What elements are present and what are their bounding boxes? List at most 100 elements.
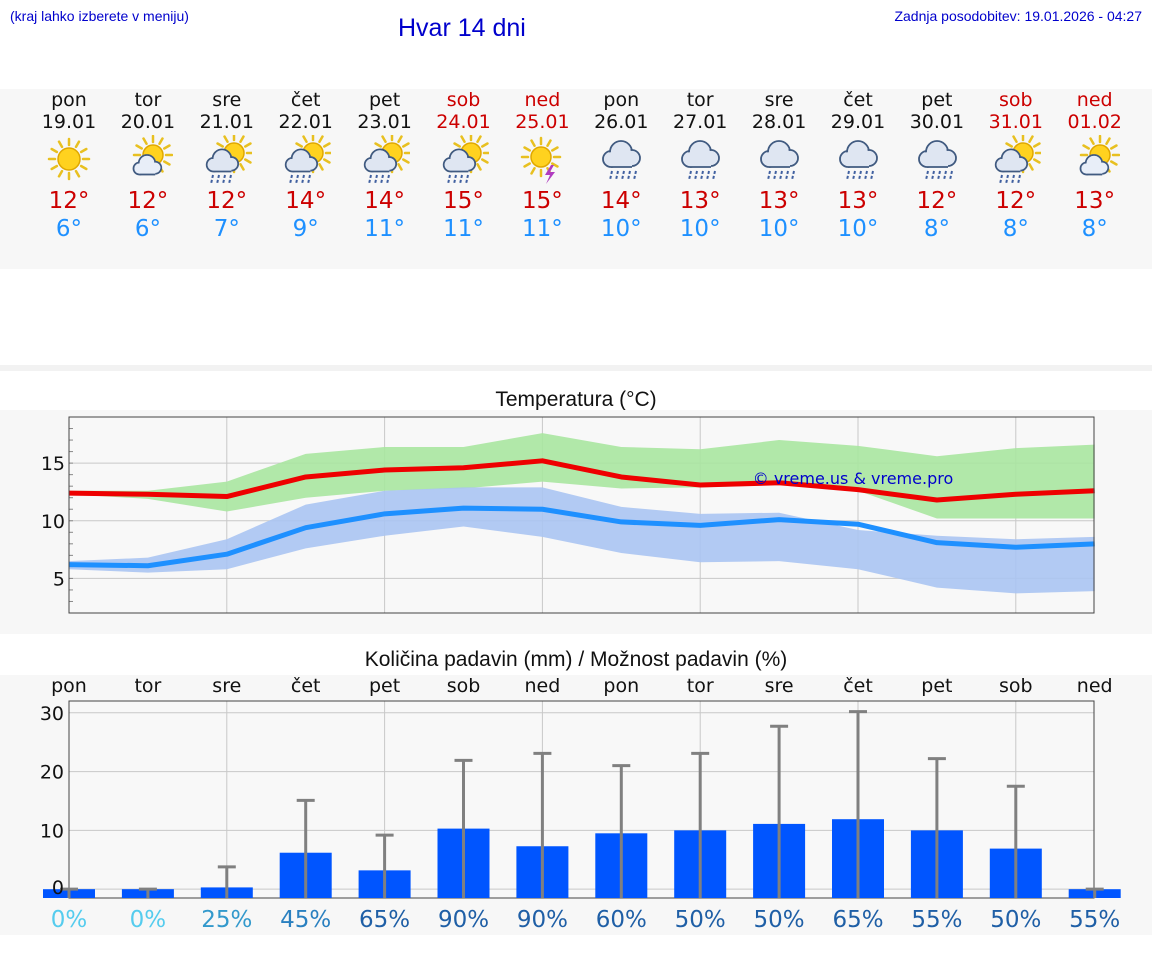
day-date: 29.01 — [830, 111, 886, 133]
cloud-rain-icon — [681, 140, 721, 181]
separator — [0, 365, 1152, 371]
day-name: sob — [446, 89, 481, 111]
precip-probability: 55% — [1069, 907, 1120, 933]
day-date: 21.01 — [199, 111, 254, 133]
temp-max: 15° — [443, 188, 484, 214]
temp-max: 12° — [206, 188, 248, 214]
day-name: čet — [843, 89, 873, 111]
temp-min: 7° — [213, 216, 240, 242]
forecast-day: tor 20.01 12° 6° — [108, 89, 188, 243]
min-temp-line — [68, 505, 1095, 569]
y-tick-label: 5 — [53, 568, 65, 590]
precip-chart-title: Količina padavin (mm) / Možnost padavin … — [364, 648, 788, 671]
day-date: 30.01 — [909, 111, 965, 133]
max-temp-line — [68, 458, 1095, 503]
temp-min: 10° — [679, 216, 721, 242]
precip-probability: 65% — [359, 907, 410, 933]
category-label: čet — [843, 675, 873, 697]
sun-rain-icon — [284, 135, 331, 185]
temp-min: 10° — [758, 216, 800, 242]
category-label: pet — [369, 675, 400, 697]
day-name: ned — [524, 89, 561, 111]
day-name: čet — [290, 89, 321, 111]
last-update: Zadnja posodobitev: 19.01.2026 - 04:27 — [894, 8, 1142, 24]
cloud-rain-icon — [760, 140, 799, 181]
category-label: sre — [212, 675, 241, 697]
temp-min: 10° — [600, 216, 642, 242]
precip-probability: 50% — [990, 907, 1041, 933]
category-label: pon — [51, 675, 87, 697]
forecast-day: pet 30.01 12° 8° — [897, 89, 977, 243]
sun-rain-icon — [363, 135, 410, 185]
category-label: čet — [291, 675, 321, 697]
forecast-day: čet 29.01 13° 10° — [818, 89, 898, 243]
temp-max: 12° — [916, 188, 958, 214]
day-date: 23.01 — [357, 111, 412, 133]
temp-min: 11° — [522, 216, 563, 242]
precip-probability: 45% — [280, 907, 331, 933]
y-tick-label: 20 — [40, 762, 64, 784]
forecast-day: tor 27.01 13° 10° — [660, 89, 740, 243]
day-date: 19.01 — [41, 111, 97, 133]
temp-max: 14° — [600, 188, 642, 214]
day-name: ned — [1076, 89, 1113, 111]
precip-probability: 0% — [130, 907, 167, 933]
forecast-day: sre 21.01 12° 7° — [187, 89, 267, 243]
day-date: 28.01 — [751, 111, 807, 133]
temp-max: 13° — [758, 188, 800, 214]
forecast-day: pet 23.01 14° 11° — [345, 89, 425, 243]
day-date: 22.01 — [278, 111, 333, 133]
sun-rain-icon — [442, 135, 489, 185]
precip-probability: 50% — [675, 907, 726, 933]
sun-cloud-icon — [132, 135, 173, 176]
category-label: tor — [134, 675, 161, 697]
day-date: 31.01 — [988, 111, 1043, 133]
temp-max: 14° — [364, 188, 405, 214]
temp-max: 12° — [127, 188, 169, 214]
category-label: pon — [603, 675, 639, 697]
category-label: ned — [525, 675, 561, 697]
day-name: sre — [212, 89, 242, 111]
cloud-rain-icon — [602, 140, 642, 181]
forecast-strip: pon 19.01 12° 6° tor 20.01 12° 6° sre 21.01 12° 7° č… — [0, 89, 1152, 269]
forecast-day: sob 24.01 15° 11° — [424, 89, 504, 243]
forecast-day: pon 26.01 14° 10° — [581, 89, 661, 243]
precip-probability: 60% — [596, 907, 647, 933]
max-temp-band — [69, 433, 1095, 519]
sun-cloud-icon — [1079, 135, 1120, 176]
y-tick-label: 0 — [52, 877, 64, 899]
temp-max: 13° — [837, 188, 879, 214]
location-hint: (kraj lahko izberete v meniju) — [10, 8, 189, 24]
category-label: pet — [921, 675, 952, 697]
sun-rain-icon — [205, 135, 252, 185]
forecast-day: ned 01.02 13° 8° — [1055, 89, 1135, 243]
day-date: 26.01 — [594, 111, 649, 133]
forecast-day: čet 22.01 14° 9° — [266, 89, 346, 243]
day-name: tor — [686, 89, 714, 111]
watermark: © vreme.us & vreme.pro — [753, 469, 954, 488]
temp-min: 6° — [55, 216, 83, 242]
day-date: 20.01 — [120, 111, 176, 133]
precipitation-chart: pon tor sre čet pet sob ned pon tor sre čet pet sob n… — [40, 675, 1121, 933]
temp-min: 11° — [443, 216, 484, 242]
sun-thunder-icon — [521, 136, 562, 184]
category-label: tor — [687, 675, 714, 697]
temp-chart-title: Temperatura (°C) — [495, 388, 657, 411]
precip-probability: 55% — [911, 907, 962, 933]
forecast-day: sob 31.01 12° 8° — [976, 89, 1056, 243]
forecast-day: pon 19.01 12° 6° — [29, 89, 109, 243]
day-name: pet — [368, 89, 401, 111]
temp-min: 8° — [1002, 216, 1029, 242]
forecast-day: ned 25.01 15° 11° — [502, 89, 582, 243]
precip-probability: 50% — [754, 907, 805, 933]
forecast-band — [0, 89, 1152, 269]
temp-min: 11° — [364, 216, 405, 242]
y-tick-label: 30 — [40, 703, 64, 725]
day-date: 01.02 — [1067, 111, 1122, 133]
temp-max: 13° — [679, 188, 721, 214]
temp-min: 8° — [923, 216, 950, 242]
page-title: Hvar 14 dni — [398, 14, 526, 42]
temp-max: 15° — [522, 188, 563, 214]
temp-max: 12° — [48, 188, 90, 214]
y-tick-label: 10 — [40, 820, 64, 842]
